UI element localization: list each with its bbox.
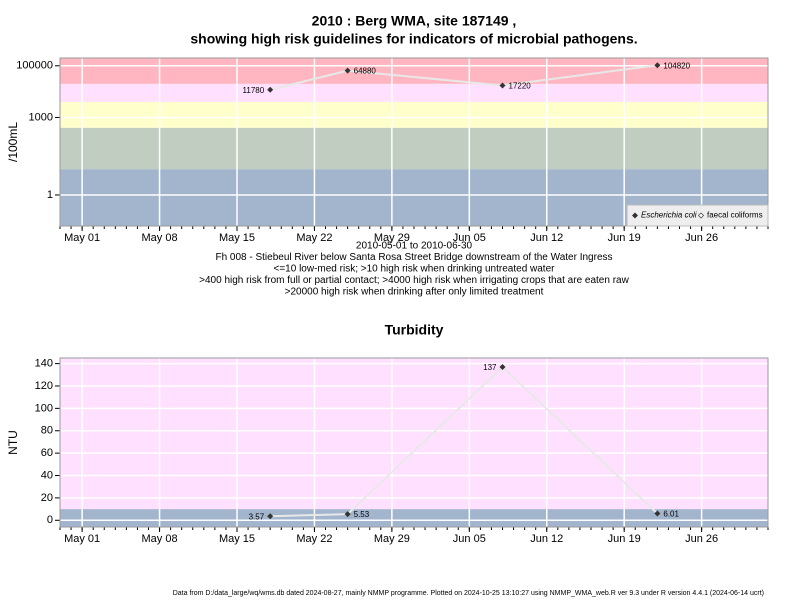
x-tick-label: May 01 — [64, 533, 100, 545]
annotation: Fh 008 - Stiebeul River below Santa Rosa… — [215, 252, 612, 263]
y-tick-label: 140 — [35, 358, 53, 370]
x-tick-label: Jun 12 — [530, 232, 563, 244]
point — [654, 62, 661, 69]
y-tick-label: 100 — [35, 402, 53, 414]
x-tick-label: Jun 05 — [453, 232, 486, 244]
annotation: <=10 low-med risk; >10 high risk when dr… — [274, 264, 556, 275]
series-line — [269, 64, 658, 91]
chart-title: 2010 : Berg WMA, site 187149 , — [312, 13, 517, 29]
value-label: 6.01 — [663, 510, 679, 519]
x-tick-label: May 08 — [142, 533, 178, 545]
x-tick-label: May 08 — [142, 232, 178, 244]
value-label: 104820 — [663, 61, 690, 70]
x-tick-label: May 01 — [64, 232, 100, 244]
y-tick-label: 40 — [41, 469, 53, 481]
x-tick-label: May 29 — [374, 533, 410, 545]
series-line — [270, 365, 659, 518]
x-tick-label: Jun 26 — [685, 533, 718, 545]
x-tick-label: Jun 19 — [608, 533, 641, 545]
plot-frame — [59, 357, 769, 528]
legend-marker — [632, 212, 638, 219]
x-tick-label: Jun 12 — [530, 533, 563, 545]
point — [344, 67, 351, 74]
value-label: 17220 — [509, 82, 532, 91]
risk-band — [60, 83, 768, 102]
risk-band — [60, 358, 768, 510]
point — [499, 363, 506, 370]
y-axis-label: NTU — [6, 430, 20, 455]
y-tick-label: 1000 — [29, 111, 53, 123]
y-tick-label: 20 — [41, 492, 53, 504]
footer: Data from D:/data_large/wq/wms.db dated … — [173, 590, 764, 597]
value-label: 3.57 — [249, 512, 265, 521]
point — [654, 510, 661, 517]
legend-label: faecal coliforms — [707, 211, 763, 220]
x-tick-label: Jun 26 — [685, 232, 718, 244]
chart-subtitle: showing high risk guidelines for indicat… — [190, 31, 637, 47]
y-tick-label: 120 — [35, 380, 53, 392]
x-axis-label: 2010-05-01 to 2010-06-30 — [356, 241, 473, 252]
x-tick-label: May 29 — [374, 232, 410, 244]
risk-band — [60, 58, 768, 84]
point — [499, 82, 506, 89]
plot-frame — [59, 57, 769, 227]
point — [344, 511, 351, 518]
x-tick-label: Jun 19 — [608, 232, 641, 244]
y-axis-label: /100mL — [6, 122, 20, 162]
y-tick-label: 100000 — [16, 60, 53, 72]
chart-title: Turbidity — [385, 322, 444, 338]
legend-marker — [698, 212, 704, 219]
value-label: 64880 — [354, 67, 377, 76]
risk-band — [60, 509, 768, 527]
annotation: >400 high risk from full or partial cont… — [199, 275, 629, 286]
point — [267, 86, 274, 93]
value-label: 11780 — [243, 86, 265, 95]
y-tick-label: 1 — [47, 189, 53, 201]
x-tick-label: May 15 — [219, 232, 255, 244]
value-label: 137 — [483, 363, 497, 372]
annotation: >20000 high risk when drinking after onl… — [285, 287, 544, 298]
legend-label: Escherichia coli — [641, 211, 697, 220]
x-tick-label: Jun 05 — [453, 533, 486, 545]
value-label: 5.53 — [354, 510, 370, 519]
y-tick-label: 0 — [47, 514, 53, 526]
y-tick-label: 80 — [41, 425, 53, 437]
x-tick-label: May 22 — [296, 232, 332, 244]
risk-band — [60, 101, 768, 128]
x-tick-label: May 15 — [219, 533, 255, 545]
risk-band — [60, 127, 768, 170]
x-tick-label: May 22 — [296, 533, 332, 545]
legend: Escherichia coli faecal coliforms — [626, 204, 769, 227]
point — [267, 513, 274, 520]
y-tick-label: 60 — [41, 447, 53, 459]
legend-box — [626, 204, 769, 227]
